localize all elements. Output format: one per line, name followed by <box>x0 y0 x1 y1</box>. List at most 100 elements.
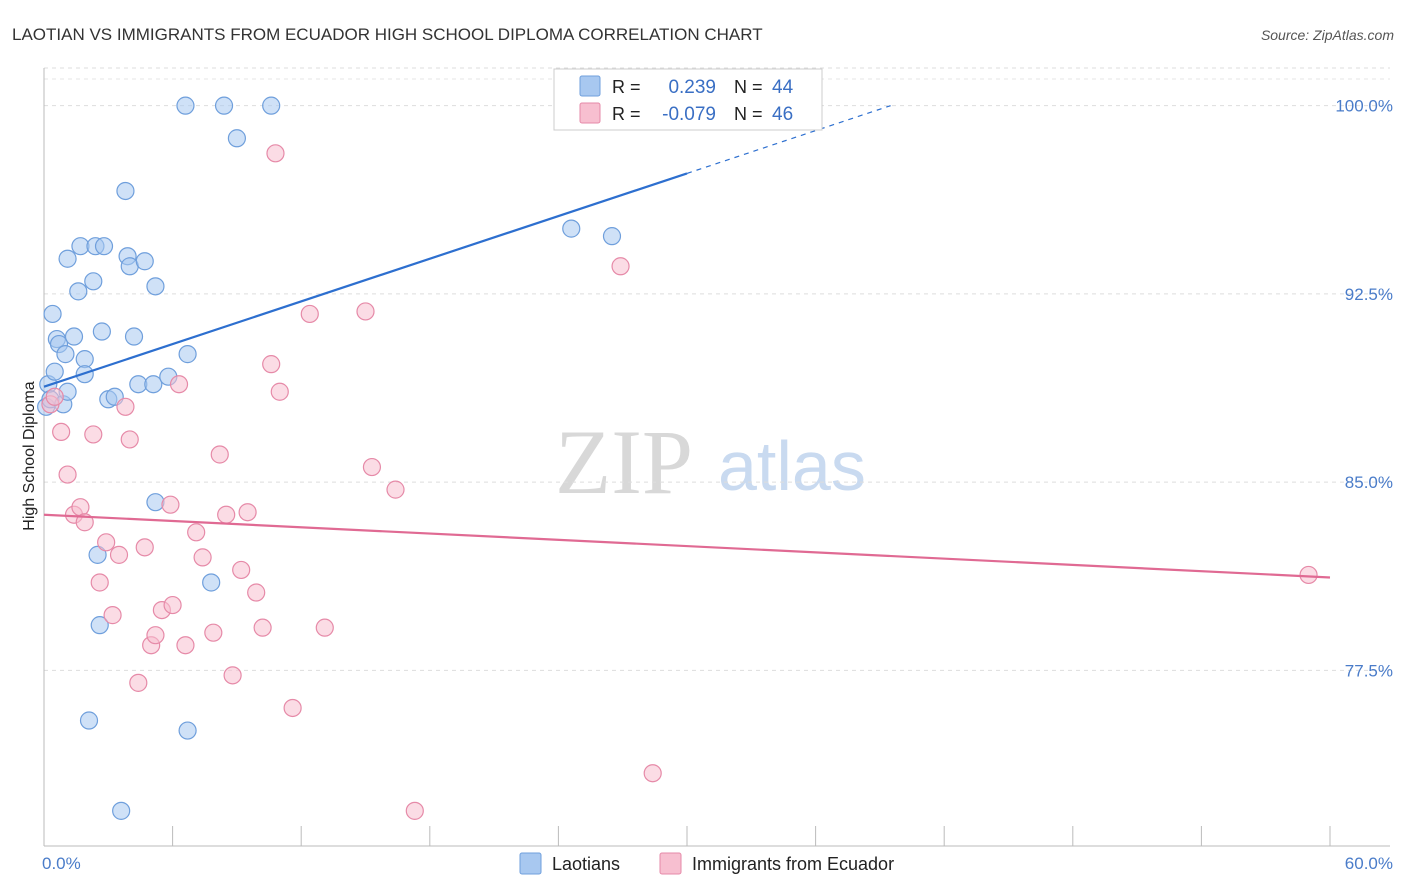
point-laotians <box>64 327 84 346</box>
stats-n-value-laotians: 44 <box>772 77 794 98</box>
y-tick-label: 77.5% <box>1345 661 1393 680</box>
point-laotians <box>90 616 109 635</box>
point-ecuador <box>129 673 148 692</box>
point-ecuador <box>217 505 236 524</box>
stats-r-value-laotians: 0.239 <box>668 77 716 98</box>
point-ecuador <box>232 560 251 580</box>
point-laotians <box>202 573 221 592</box>
stats-swatch-laotians <box>579 75 601 97</box>
point-ecuador <box>238 503 257 522</box>
stats-n-label-ecuador: N = <box>734 104 763 124</box>
stats-legend: R = 0.239 N = 44 R = -0.079 N = 46 <box>553 68 823 131</box>
point-laotians <box>58 249 77 268</box>
y-tick-label: 92.5% <box>1345 285 1393 304</box>
point-ecuador <box>135 538 154 557</box>
point-ecuador <box>611 257 630 276</box>
trend-lines <box>43 105 1331 579</box>
point-ecuador <box>187 523 206 542</box>
point-ecuador <box>71 498 90 517</box>
point-laotians <box>178 345 197 364</box>
point-ecuador <box>270 382 289 401</box>
point-laotians <box>146 277 165 296</box>
point-ecuador <box>405 801 424 820</box>
trend-line-ecuador <box>43 513 1331 579</box>
point-laotians <box>602 227 622 246</box>
watermark-atlas: atlas <box>718 427 866 505</box>
stats-n-label-laotians: N = <box>734 77 763 97</box>
axes <box>43 68 1390 847</box>
point-ecuador <box>109 545 129 564</box>
point-laotians <box>45 362 64 381</box>
x-tick-labels: 0.0% 60.0% <box>42 854 1393 873</box>
point-laotians <box>227 129 246 148</box>
point-ecuador <box>283 698 302 718</box>
point-ecuador <box>193 548 212 567</box>
point-laotians <box>214 96 234 115</box>
legend-swatch-ecuador <box>659 852 682 875</box>
point-ecuador <box>223 666 242 685</box>
point-laotians <box>178 721 197 740</box>
point-laotians <box>176 96 195 115</box>
x-tick-label: 0.0% <box>42 854 81 873</box>
point-ecuador <box>45 387 64 406</box>
point-laotians <box>116 181 135 201</box>
point-ecuador <box>58 465 77 484</box>
point-ecuador <box>116 397 135 416</box>
y-tick-labels: 100.0% 92.5% 85.0% 77.5% <box>1335 97 1393 681</box>
point-ecuador <box>1299 565 1318 585</box>
point-ecuador <box>161 495 180 514</box>
watermark: ZIP atlas <box>555 411 866 513</box>
stats-r-label-ecuador: R = <box>612 104 641 124</box>
point-laotians <box>112 801 131 820</box>
y-tick-label: 85.0% <box>1345 473 1393 492</box>
y-tick-label: 100.0% <box>1335 97 1393 116</box>
stats-r-value-ecuador: -0.079 <box>662 104 716 125</box>
point-ecuador <box>356 302 375 321</box>
point-laotians <box>75 350 94 369</box>
point-laotians <box>84 272 103 291</box>
legend-label-ecuador: Immigrants from Ecuador <box>692 854 894 874</box>
point-laotians <box>88 545 107 564</box>
point-ecuador <box>169 375 189 394</box>
point-ecuador <box>84 425 103 444</box>
point-laotians <box>144 375 163 394</box>
point-ecuador <box>386 480 405 499</box>
x-tick-label: 60.0% <box>1345 854 1393 873</box>
point-ecuador <box>315 618 334 637</box>
watermark-zip: ZIP <box>555 411 693 513</box>
point-ecuador <box>90 573 109 592</box>
point-ecuador <box>97 533 116 552</box>
point-laotians <box>562 219 581 238</box>
point-ecuador <box>146 626 165 645</box>
point-laotians <box>135 252 154 271</box>
point-ecuador <box>643 764 662 783</box>
point-laotians <box>69 282 88 301</box>
point-ecuador <box>266 144 285 163</box>
point-laotians <box>56 345 75 364</box>
point-ecuador <box>210 445 229 464</box>
point-ecuador <box>120 430 139 449</box>
point-laotians <box>79 711 99 730</box>
data-points <box>37 96 1318 820</box>
stats-n-value-ecuador: 46 <box>772 104 793 125</box>
point-ecuador <box>204 623 223 642</box>
point-ecuador <box>52 422 71 442</box>
chart-title: LAOTIAN VS IMMIGRANTS FROM ECUADOR HIGH … <box>12 25 763 44</box>
point-laotians <box>146 493 165 512</box>
chart-source: Source: ZipAtlas.com <box>1261 27 1394 43</box>
point-laotians <box>120 257 139 276</box>
grid-lines <box>44 67 1390 671</box>
stats-swatch-ecuador <box>579 102 601 124</box>
point-ecuador <box>362 457 382 477</box>
y-axis-label: High School Diploma <box>21 381 38 531</box>
point-ecuador <box>163 595 182 615</box>
point-ecuador <box>262 355 281 374</box>
point-laotians <box>262 96 281 115</box>
point-laotians <box>43 304 62 324</box>
point-laotians <box>124 327 144 346</box>
trend-line-laotians <box>43 172 688 388</box>
point-ecuador <box>176 636 195 655</box>
point-ecuador <box>247 583 266 602</box>
point-laotians <box>92 322 111 341</box>
